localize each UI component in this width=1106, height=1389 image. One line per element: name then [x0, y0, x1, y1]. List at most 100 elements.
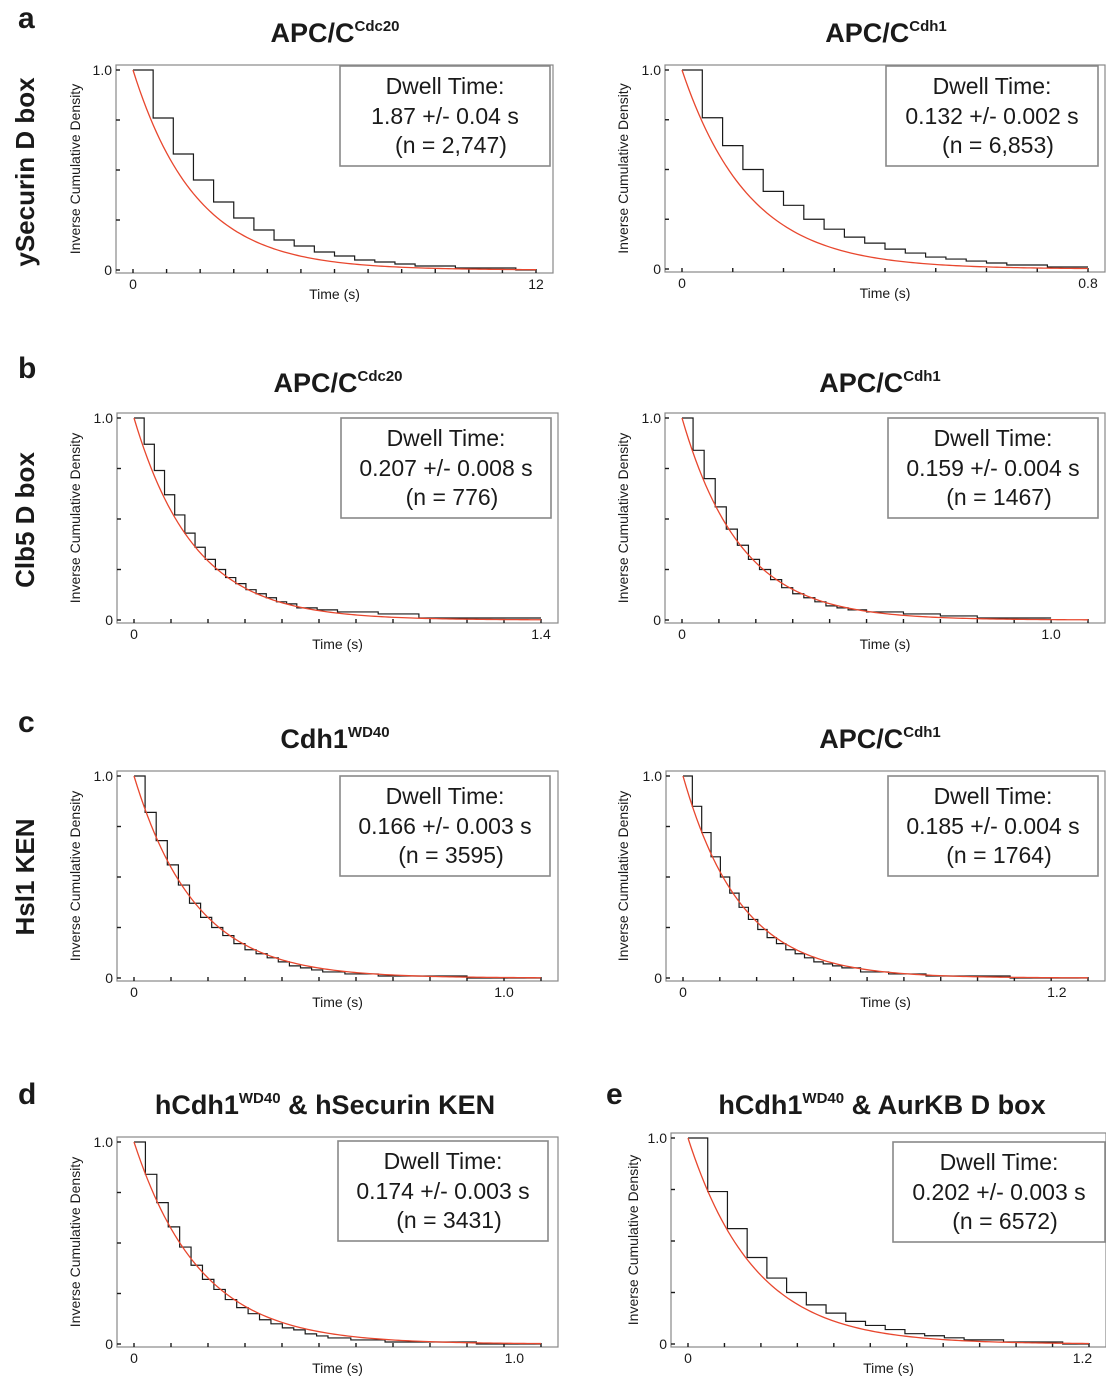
x-tick-label-zero: 0: [130, 984, 138, 1000]
panel-letter-a: a: [18, 2, 35, 35]
y-tick-label-max: 1.0: [642, 410, 662, 426]
x-tick-label-max: 1.4: [531, 626, 551, 642]
y-tick-label-max: 1.0: [642, 62, 662, 78]
dwell-time-n: (n = 6572): [952, 1208, 1058, 1234]
y-tick-label-zero: 0: [105, 970, 113, 986]
x-axis-label: Time (s): [309, 286, 360, 302]
dwell-time-box: [339, 775, 551, 877]
exponential-fit-line: [133, 417, 542, 621]
y-tick-label-max: 1.0: [93, 62, 113, 78]
chart-panel-4: Cdh1WD40 Inverse Cumulative Density 1.0 0 0 1…: [67, 724, 559, 1010]
panel-letter-d: d: [18, 1078, 36, 1111]
y-axis-label: Inverse Cumulative Density: [615, 433, 631, 603]
histogram-step-line: [134, 417, 541, 619]
exponential-fit-line: [133, 1141, 542, 1345]
dwell-time-box: [887, 417, 1099, 519]
dwell-time-label: Dwell Time:: [387, 425, 506, 451]
row-label-c: Hsl1 KEN: [10, 818, 40, 935]
panel-title: hCdh1WD40 & AurKB D box: [718, 1090, 1045, 1120]
dwell-time-box: [337, 1140, 549, 1242]
dwell-time-value: 0.159 +/- 0.004 s: [906, 455, 1079, 481]
x-tick-label-max: 1.0: [494, 984, 514, 1000]
x-tick-label-zero: 0: [130, 1350, 138, 1366]
plot-frame: [664, 412, 1106, 624]
panel-title: APC/CCdc20: [273, 368, 402, 398]
dwell-time-label: Dwell Time:: [940, 1149, 1059, 1175]
y-axis-label: Inverse Cumulative Density: [625, 1155, 641, 1325]
y-tick-label-zero: 0: [653, 261, 661, 277]
dwell-time-label: Dwell Time:: [933, 73, 1052, 99]
y-tick-label-zero: 0: [105, 1336, 113, 1352]
chart-panel-3: APC/CCdh1 Inverse Cumulative Density 1.0 0 0…: [615, 368, 1106, 652]
y-tick-label-zero: 0: [659, 1336, 667, 1352]
dwell-time-value: 0.174 +/- 0.003 s: [356, 1178, 529, 1204]
dwell-time-value: 0.185 +/- 0.004 s: [906, 813, 1079, 839]
chart-panel-0: APC/CCdc20 Inverse Cumulative Density 1.0 0…: [67, 18, 554, 302]
x-axis-label: Time (s): [863, 1360, 914, 1376]
panel-title: APC/CCdh1: [819, 368, 941, 398]
x-tick-label-zero: 0: [678, 626, 686, 642]
dwell-time-n: (n = 2,747): [395, 132, 507, 158]
exponential-fit-line: [682, 775, 1089, 979]
row-label-a: ySecurin D box: [10, 77, 40, 267]
panel-title: APC/CCdc20: [270, 18, 399, 48]
chart-panel-2: APC/CCdc20 Inverse Cumulative Density 1.0 0…: [67, 368, 559, 652]
dwell-time-value: 1.87 +/- 0.04 s: [371, 103, 519, 129]
histogram-step-line: [688, 1137, 1089, 1345]
chart-panel-7: hCdh1WD40 & AurKB D box Inverse Cumulativ…: [625, 1090, 1106, 1376]
exponential-fit-line: [133, 775, 542, 979]
plot-frame: [116, 1136, 559, 1348]
y-axis-label: Inverse Cumulative Density: [67, 433, 83, 603]
dwell-time-n: (n = 6,853): [942, 132, 1054, 158]
dwell-time-label: Dwell Time:: [386, 783, 505, 809]
panel-title: APC/CCdh1: [819, 724, 941, 754]
x-tick-label-max: 12: [528, 276, 544, 292]
dwell-time-box: [885, 65, 1099, 167]
panels: APC/CCdc20 Inverse Cumulative Density 1.0 0…: [67, 18, 1106, 1376]
x-axis-label: Time (s): [312, 994, 363, 1010]
y-axis-label: Inverse Cumulative Density: [67, 1157, 83, 1327]
y-axis-label: Inverse Cumulative Density: [615, 791, 631, 961]
dwell-time-label: Dwell Time:: [386, 73, 505, 99]
x-tick-label-max: 1.0: [1041, 626, 1061, 642]
plot-frame: [670, 1132, 1106, 1348]
x-tick-label-max: 1.0: [505, 1350, 525, 1366]
exponential-fit-line: [132, 69, 537, 271]
dwell-time-box: [887, 775, 1099, 877]
x-tick-label-zero: 0: [679, 984, 687, 1000]
x-tick-label-zero: 0: [130, 626, 138, 642]
y-tick-label-max: 1.0: [94, 768, 114, 784]
y-tick-label-zero: 0: [653, 612, 661, 628]
chart-panel-6: hCdh1WD40 & hSecurin KEN Inverse Cumulati…: [67, 1090, 559, 1376]
dwell-time-value: 0.202 +/- 0.003 s: [912, 1179, 1085, 1205]
dwell-time-n: (n = 776): [406, 484, 499, 510]
dwell-time-value: 0.166 +/- 0.003 s: [358, 813, 531, 839]
y-tick-label-zero: 0: [105, 612, 113, 628]
y-tick-label-max: 1.0: [94, 410, 114, 426]
dwell-time-label: Dwell Time:: [384, 1148, 503, 1174]
y-tick-label-max: 1.0: [94, 1134, 114, 1150]
dwell-time-n: (n = 3431): [396, 1207, 502, 1233]
plot-frame: [665, 770, 1106, 982]
y-axis-label: Inverse Cumulative Density: [67, 791, 83, 961]
x-axis-label: Time (s): [860, 285, 911, 301]
x-tick-label-zero: 0: [678, 275, 686, 291]
chart-panel-5: APC/CCdh1 Inverse Cumulative Density 1.0 0 0…: [615, 724, 1106, 1010]
x-axis-label: Time (s): [860, 636, 911, 652]
panel-letter-c: c: [18, 706, 35, 739]
dwell-time-n: (n = 1467): [946, 484, 1052, 510]
row-label-b: Clb5 D box: [10, 452, 40, 588]
histogram-step-line: [682, 417, 1052, 619]
histogram-step-line: [682, 69, 1088, 268]
dwell-time-n: (n = 1764): [946, 842, 1052, 868]
dwell-time-box: [340, 417, 552, 519]
y-tick-label-zero: 0: [104, 262, 112, 278]
dwell-time-box: [339, 65, 551, 167]
dwell-time-label: Dwell Time:: [934, 783, 1053, 809]
x-tick-label-max: 0.8: [1078, 275, 1098, 291]
panel-title: hCdh1WD40 & hSecurin KEN: [155, 1090, 495, 1120]
x-tick-label-max: 1.2: [1073, 1350, 1093, 1366]
panel-letter-e: e: [606, 1078, 623, 1111]
dwell-time-n: (n = 3595): [398, 842, 504, 868]
